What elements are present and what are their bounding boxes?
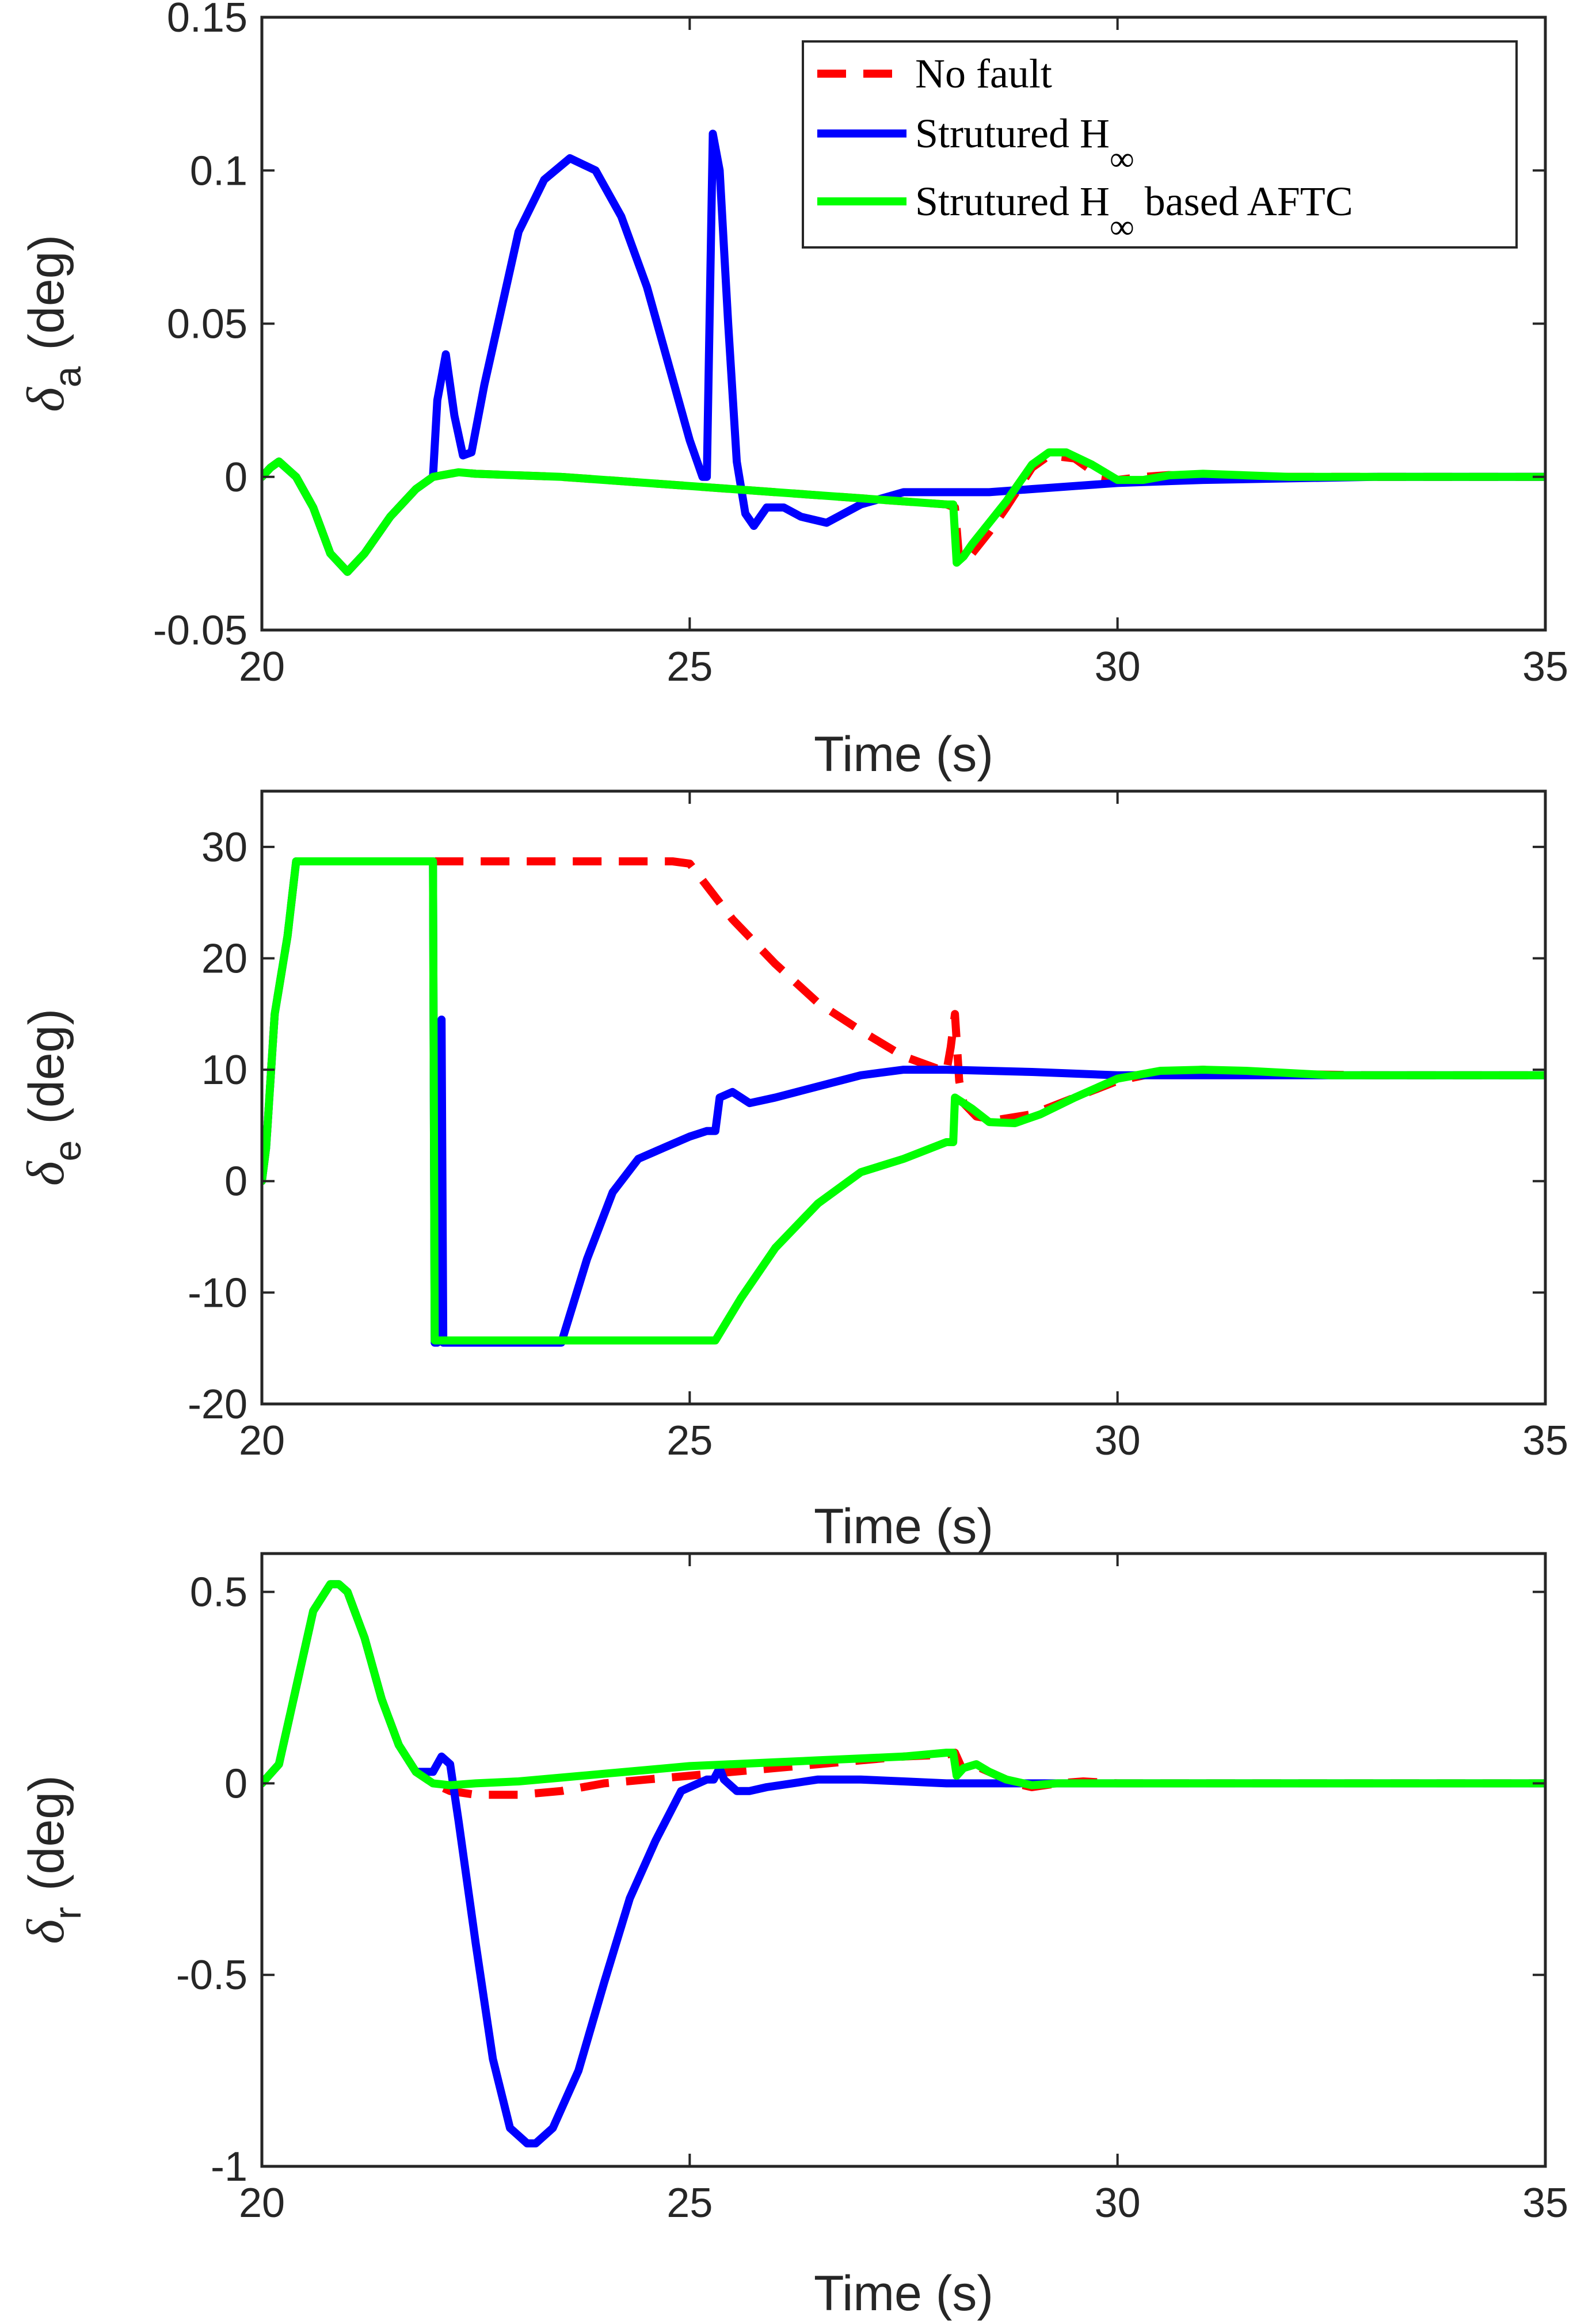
panel-elevator-ytick-label-2: 0	[224, 1159, 247, 1205]
panel-elevator-xtick-label-3: 35	[1522, 1418, 1568, 1464]
panel-elevator: 20 25 30 35 -20 -10 0 10 20 30 Time (s) δe (deg)	[16, 789, 1568, 1554]
panel-elevator-ticks: 20 25 30 35 -20 -10 0 10 20 30	[188, 791, 1568, 1464]
legend-label-aftc: Strutured H∞ based AFTC	[915, 178, 1353, 246]
legend-label-structured-hinf-sub: ∞	[1110, 140, 1134, 178]
panel-elevator-ylabel: δe (deg)	[16, 1009, 89, 1186]
panel-aileron-ytick-label-2: 0.05	[167, 302, 247, 348]
legend-box	[802, 40, 1518, 249]
legend: No fault Strutured H∞ Strutured H∞ based…	[802, 40, 1518, 249]
panel-elevator-ylabel-subscript: e	[46, 1140, 89, 1162]
panel-aileron-ytick-label-4: 0.15	[167, 0, 247, 41]
panel-rudder-plot-area	[262, 1554, 1545, 2166]
legend-label-aftc-suffix: based AFTC	[1134, 178, 1353, 224]
panel-aileron-xtick-label-2: 30	[1095, 644, 1141, 690]
legend-label-no-fault: No fault	[915, 51, 1052, 97]
panel-aileron-xtick-label-3: 35	[1522, 644, 1568, 690]
panel-rudder-xtick-label-3: 35	[1522, 2180, 1568, 2226]
panel-elevator-ylabel-symbol: δ	[16, 1161, 75, 1186]
panel-rudder-ytick-label-3: 0.5	[190, 1570, 247, 1616]
panel-elevator-xlabel: Time (s)	[814, 1499, 993, 1554]
panel-aileron-ylabel-unit: (deg)	[19, 235, 74, 350]
panel-rudder-ylabel: δr (deg)	[16, 1775, 89, 1944]
panel-aileron-xtick-label-0: 20	[239, 644, 285, 690]
panel-aileron-ytick-label-1: 0	[224, 455, 247, 501]
panel-rudder-xtick-label-0: 20	[239, 2180, 285, 2226]
panel-elevator-ytick-label-3: 10	[201, 1047, 247, 1093]
panel-aileron-ticks: 20 25 30 35 -0.05 0 0.05 0.1 0.15	[153, 0, 1568, 690]
panel-aileron-xlabel: Time (s)	[814, 727, 993, 782]
panel-rudder-ylabel-symbol: δ	[16, 1919, 75, 1944]
legend-label-structured-hinf-main: Strutured H	[915, 110, 1110, 157]
legend-label-aftc-sub: ∞	[1110, 208, 1134, 246]
panel-rudder-xtick-label-2: 30	[1095, 2180, 1141, 2226]
legend-label-structured-hinf: Strutured H∞	[915, 110, 1134, 178]
panel-rudder-series-strutured-hinf-based-aftc	[262, 1580, 1545, 1789]
panel-elevator-xtick-label-1: 25	[666, 1418, 713, 1464]
panel-elevator-xtick-label-2: 30	[1095, 1418, 1141, 1464]
panel-aileron-series-strutured-hinf-based-aftc	[262, 448, 1545, 576]
panel-elevator-xtick-label-0: 20	[239, 1418, 285, 1464]
legend-label-aftc-main: Strutured H	[915, 178, 1110, 224]
panel-aileron-ytick-label-3: 0.1	[190, 148, 247, 194]
panel-aileron-xtick-label-1: 25	[666, 644, 713, 690]
panel-elevator-ytick-label-5: 30	[201, 825, 247, 871]
panel-rudder-ticks: 20 25 30 35 -1 -0.5 0 0.5	[176, 1554, 1568, 2226]
panel-aileron-ylabel: δa (deg)	[16, 235, 89, 412]
panel-aileron-ylabel-symbol: δ	[16, 387, 75, 412]
panel-aileron-series	[262, 129, 1545, 576]
panel-rudder-ytick-label-0: -1	[211, 2144, 247, 2190]
panel-aileron-ylabel-subscript: a	[46, 366, 89, 387]
panel-elevator-ytick-label-4: 20	[201, 936, 247, 982]
panel-elevator-frame	[260, 789, 1547, 1406]
panel-rudder: 20 25 30 35 -1 -0.5 0 0.5 Time (s) δr (deg)	[16, 1552, 1568, 2321]
panel-rudder-ytick-label-1: -0.5	[176, 1952, 247, 1998]
panel-elevator-ylabel-unit: (deg)	[19, 1009, 74, 1124]
panel-rudder-ytick-label-2: 0	[224, 1761, 247, 1807]
panel-elevator-series-strutured-hinf-based-aftc	[262, 857, 1545, 1345]
panel-elevator-ytick-label-0: -20	[188, 1382, 247, 1428]
panel-aileron-ytick-label-0: -0.05	[153, 608, 247, 654]
panel-rudder-xlabel: Time (s)	[814, 2266, 993, 2321]
panel-rudder-series	[262, 1580, 1545, 2148]
panel-rudder-xtick-label-1: 25	[666, 2180, 713, 2226]
panel-elevator-ytick-label-1: -10	[188, 1270, 247, 1316]
panel-rudder-frame	[260, 1552, 1547, 2168]
panel-elevator-series	[262, 857, 1545, 1347]
panel-aileron: 20 25 30 35 -0.05 0 0.05 0.1 0.15 Time (s) δa (de…	[16, 0, 1568, 782]
panel-rudder-ylabel-unit: (deg)	[19, 1775, 74, 1891]
panel-elevator-plot-area	[262, 791, 1545, 1404]
panel-rudder-ylabel-subscript: r	[46, 1907, 89, 1920]
